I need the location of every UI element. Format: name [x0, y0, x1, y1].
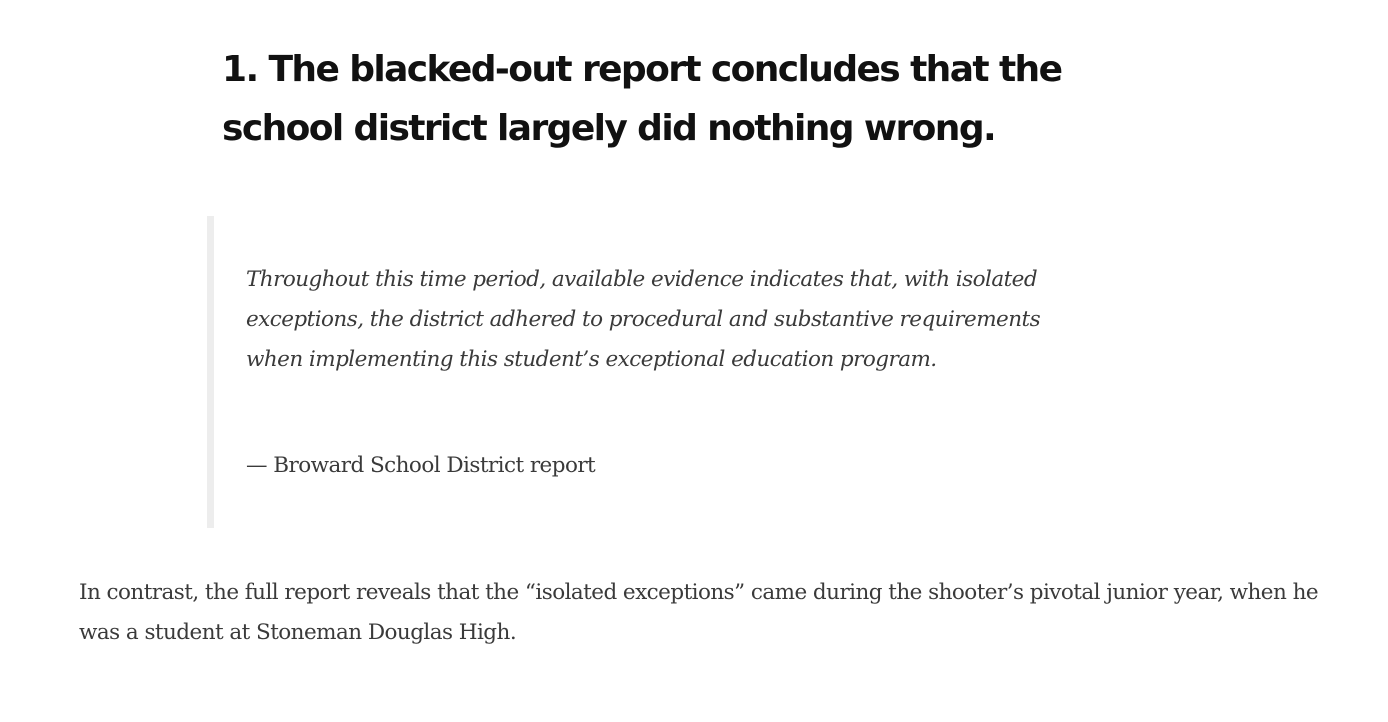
section-heading: 1. The blacked-out report concludes that… — [222, 49, 1063, 149]
quote-text: Throughout this time period, available e… — [246, 267, 1041, 372]
body-paragraph: In contrast, the full report reveals tha… — [79, 580, 1319, 645]
quote-attribution: — Broward School District report — [246, 453, 596, 478]
pull-quote: Throughout this time period, available e… — [207, 216, 1087, 528]
